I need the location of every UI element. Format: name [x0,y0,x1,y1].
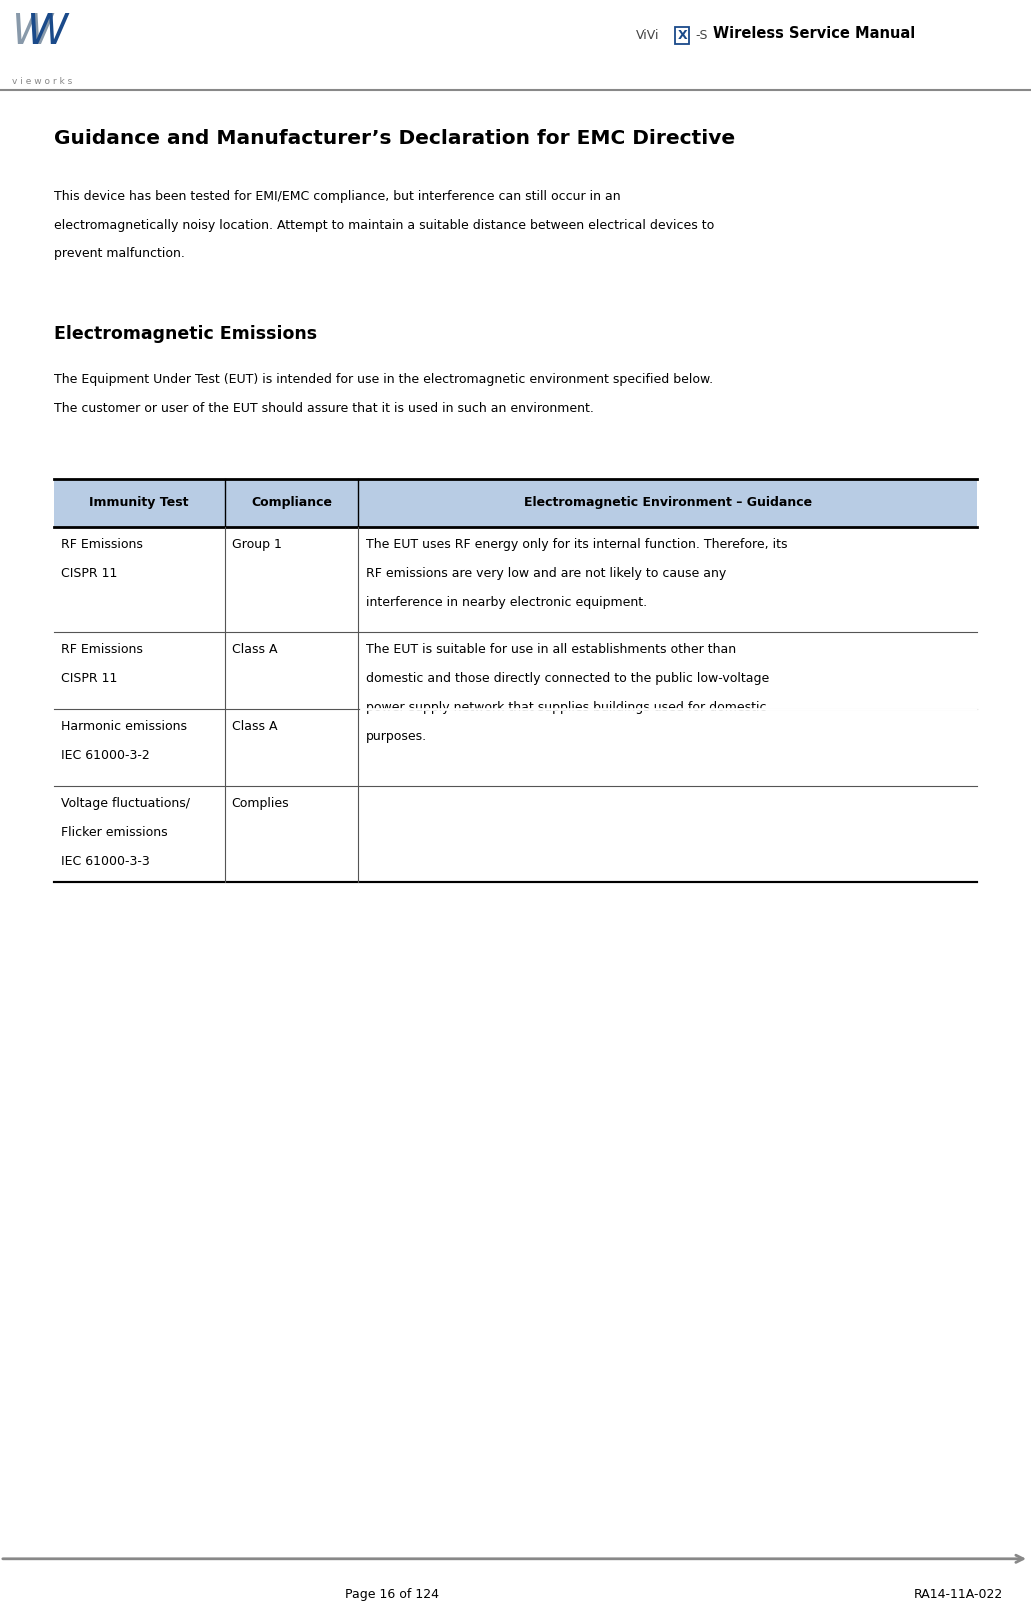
Text: This device has been tested for EMI/EMC compliance, but interference can still o: This device has been tested for EMI/EMC … [54,190,621,202]
Text: Class A: Class A [232,720,277,733]
Text: Voltage fluctuations/: Voltage fluctuations/ [61,797,190,810]
Text: CISPR 11: CISPR 11 [61,567,118,580]
Text: RF emissions are very low and are not likely to cause any: RF emissions are very low and are not li… [366,567,726,580]
Text: IEC 61000-3-2: IEC 61000-3-2 [61,749,149,762]
Text: Class A: Class A [232,643,277,656]
Text: Electromagnetic Emissions: Electromagnetic Emissions [54,325,317,342]
Text: Complies: Complies [232,797,290,810]
Text: Page 16 of 124: Page 16 of 124 [344,1588,439,1601]
Text: Guidance and Manufacturer’s Declaration for EMC Directive: Guidance and Manufacturer’s Declaration … [54,129,735,148]
Text: ViVi: ViVi [636,29,660,42]
Text: The customer or user of the EUT should assure that it is used in such an environ: The customer or user of the EUT should a… [54,402,594,415]
Text: The EUT is suitable for use in all establishments other than: The EUT is suitable for use in all estab… [366,643,736,656]
Bar [54,479,977,527]
Text: W: W [12,11,54,53]
Text: The EUT uses RF energy only for its internal function. Therefore, its: The EUT uses RF energy only for its inte… [366,538,788,551]
Text: X: X [677,29,687,42]
Text: Compliance: Compliance [251,497,332,509]
Text: domestic and those directly connected to the public low-voltage: domestic and those directly connected to… [366,672,769,685]
Text: IEC 61000-3-3: IEC 61000-3-3 [61,855,149,868]
Text: RF Emissions: RF Emissions [61,538,142,551]
Text: purposes.: purposes. [366,730,427,742]
Text: electromagnetically noisy location. Attempt to maintain a suitable distance betw: electromagnetically noisy location. Atte… [54,219,713,231]
Text: RA14-11A-022: RA14-11A-022 [914,1588,1003,1601]
Text: The Equipment Under Test (EUT) is intended for use in the electromagnetic enviro: The Equipment Under Test (EUT) is intend… [54,373,712,386]
Text: CISPR 11: CISPR 11 [61,672,118,685]
Text: Harmonic emissions: Harmonic emissions [61,720,187,733]
Text: power supply network that supplies buildings used for domestic: power supply network that supplies build… [366,701,766,714]
Text: W: W [27,11,68,53]
Text: Wireless Service Manual: Wireless Service Manual [713,26,916,40]
Text: v i e w o r k s: v i e w o r k s [12,77,72,87]
Text: Immunity Test: Immunity Test [90,497,189,509]
Text: Group 1: Group 1 [232,538,281,551]
Text: Electromagnetic Environment – Guidance: Electromagnetic Environment – Guidance [524,497,812,509]
Text: prevent malfunction.: prevent malfunction. [54,247,185,260]
Text: interference in nearby electronic equipment.: interference in nearby electronic equipm… [366,596,646,609]
Text: RF Emissions: RF Emissions [61,643,142,656]
Text: -S: -S [695,29,707,42]
Text: Flicker emissions: Flicker emissions [61,826,167,839]
